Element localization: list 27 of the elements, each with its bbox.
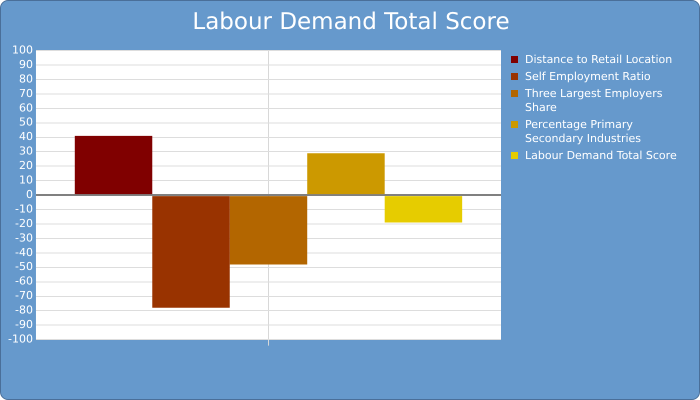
legend-label: Percentage Primary Secondary Industries bbox=[525, 118, 642, 146]
legend-label: Three Largest Employers Share bbox=[525, 87, 664, 115]
legend-label: Labour Demand Total Score bbox=[525, 149, 677, 163]
y-tick-label: 90 bbox=[18, 58, 33, 71]
y-tick-label: 10 bbox=[18, 174, 33, 187]
y-tick-label: 80 bbox=[18, 72, 33, 86]
chart-title: Labour Demand Total Score bbox=[191, 9, 511, 35]
legend-label: Distance to Retail Location bbox=[525, 53, 672, 67]
y-tick-label: -40 bbox=[14, 246, 33, 259]
y-tick-label: 40 bbox=[18, 130, 33, 144]
y-tick-label: 20 bbox=[18, 159, 33, 172]
y-tick-label: 100 bbox=[12, 43, 33, 56]
y-tick-label: -100 bbox=[8, 332, 33, 346]
y-tick-label: -10 bbox=[14, 202, 33, 216]
y-tick-label: -50 bbox=[14, 260, 33, 274]
y-tick-label: -30 bbox=[14, 231, 33, 244]
y-tick-label: -70 bbox=[14, 289, 33, 302]
y-tick-label: 50 bbox=[18, 116, 33, 129]
legend-label: Self Employment Ratio bbox=[525, 70, 651, 84]
y-tick-label: 30 bbox=[18, 144, 33, 158]
y-tick-label: -90 bbox=[14, 318, 33, 332]
y-tick-label: 60 bbox=[18, 101, 33, 114]
y-tick-label: 0 bbox=[26, 188, 33, 201]
y-tick-label: 70 bbox=[18, 86, 33, 100]
y-tick-label: -20 bbox=[14, 216, 33, 230]
y-tick-label: -60 bbox=[14, 274, 33, 288]
y-tick-label: -80 bbox=[14, 304, 33, 317]
